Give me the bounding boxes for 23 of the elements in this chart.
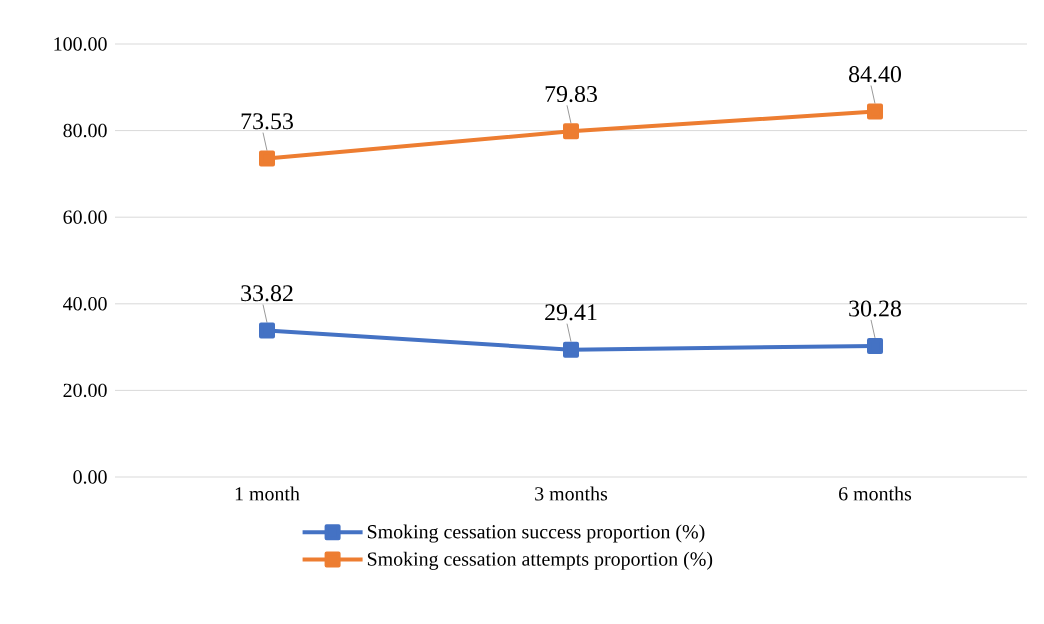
point [867,337,884,354]
data-label: 30.28 [849,300,901,317]
x-tick-label: 3 months [535,486,608,501]
y-tick-label: 0.00 [73,470,107,484]
point [259,150,275,167]
data-label: 84.40 [849,66,901,83]
data-label: 29.41 [545,304,597,321]
point [867,103,884,120]
point [259,322,275,339]
y-tick-label: 80.00 [63,123,107,138]
point [563,123,579,140]
x-tick-label: 1 month [235,486,300,501]
x-tick-label: 6 months [839,486,912,501]
data-label: 73.53 [241,113,293,130]
point [563,341,579,358]
data-label: 33.82 [241,285,293,302]
legend-label: Smoking cessation success proportion (%) [367,524,705,543]
y-tick-label: 40.00 [63,297,107,311]
legend-label: Smoking cessation attempts proportion (%) [367,551,713,570]
y-tick-label: 20.00 [63,383,107,398]
y-tick-label: 100.00 [54,37,107,51]
y-tick-label: 60.00 [63,210,107,224]
data-label: 79.83 [545,85,597,103]
